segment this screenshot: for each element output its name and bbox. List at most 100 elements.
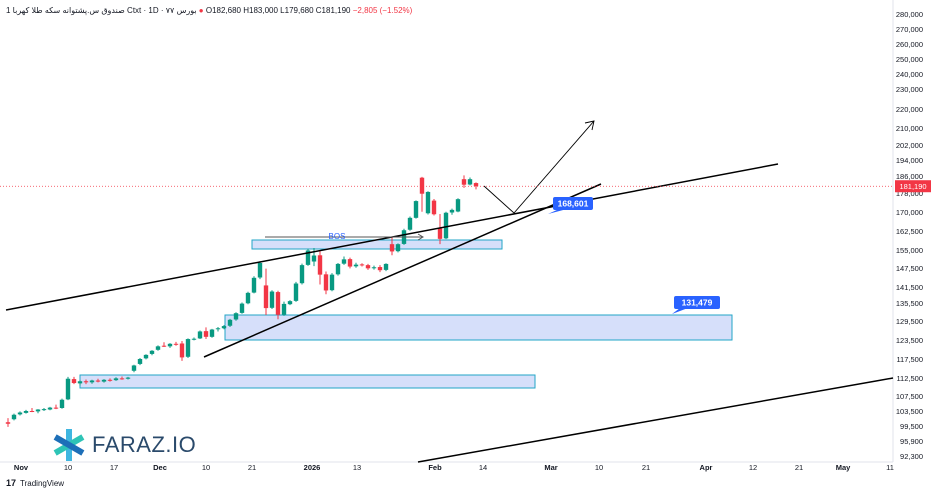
candle-body (5, 422, 11, 424)
candle-body (119, 378, 125, 380)
y-tick-label: 99,500 (900, 422, 923, 431)
candle-body (179, 343, 185, 358)
last-price-badge (895, 180, 931, 193)
x-tick-label: 10 (202, 463, 210, 472)
candle-body (167, 343, 173, 347)
candle-body (395, 244, 401, 252)
trendline-lower (417, 377, 894, 463)
footer-brand[interactable]: 17 TradingView (6, 478, 64, 488)
candle-body (173, 343, 179, 345)
x-tick-label: Feb (428, 463, 442, 472)
candle-body (185, 339, 191, 357)
candle-body (311, 255, 317, 262)
candle-body (419, 177, 425, 194)
candle-body (137, 359, 143, 364)
y-tick-label: 240,000 (896, 70, 923, 79)
candle-body (161, 345, 167, 347)
x-tick-label: 10 (64, 463, 72, 472)
x-tick-label: 14 (479, 463, 487, 472)
candle-body (245, 292, 251, 304)
y-tick-label: 170,000 (896, 208, 923, 217)
candle-body (101, 379, 107, 382)
candle-body (287, 301, 293, 305)
star-logo-icon (53, 429, 85, 461)
y-tick-label: 186,000 (896, 172, 923, 181)
candle-body (269, 291, 275, 308)
last-price-text: 181,190 (899, 182, 926, 191)
candle-body (29, 411, 35, 412)
y-tick-label: 135,500 (896, 299, 923, 308)
candle-body (347, 259, 353, 267)
candle-body (191, 338, 197, 340)
candle-body (305, 250, 311, 265)
y-tick-label: 112,500 (896, 374, 923, 383)
candle-body (221, 326, 227, 329)
candle-body (443, 212, 449, 239)
x-tick-label: May (836, 463, 851, 472)
candle-body (11, 414, 17, 420)
candle-body (359, 264, 365, 266)
y-tick-label: 103,500 (896, 407, 923, 416)
exchange-label: بورس ٧٧ (165, 6, 197, 15)
x-tick-label: 21 (248, 463, 256, 472)
candle-body (257, 262, 263, 278)
y-tick-label: 178,000 (896, 189, 923, 198)
y-tick-label: 202,000 (896, 141, 923, 150)
candle-body (197, 331, 203, 339)
tradingview-icon: 17 (6, 478, 17, 488)
low-value: L179,680 (280, 6, 314, 15)
candle-body (239, 303, 245, 313)
demand-zone-low (79, 374, 536, 389)
candle-body (293, 283, 299, 301)
candle-body (227, 319, 233, 326)
trendline-support (203, 183, 602, 358)
candle-body (431, 200, 437, 215)
candle-body (95, 380, 101, 382)
target-label-2-pointer (672, 308, 688, 314)
candle-body (461, 179, 467, 185)
candle-body (203, 331, 209, 337)
x-tick-label: 21 (795, 463, 803, 472)
candle-body (71, 379, 77, 384)
target-label-1-pointer (548, 209, 567, 214)
y-tick-label: 117,500 (896, 355, 923, 364)
y-tick-label: 280,000 (896, 10, 923, 19)
y-tick-label: 194,000 (896, 156, 923, 165)
candle-body (251, 277, 257, 293)
open-value: O182,680 (205, 6, 241, 15)
candle-body (425, 191, 431, 214)
bos-label: BOS (329, 232, 346, 241)
candle-body (335, 263, 341, 275)
candle-body (83, 381, 89, 383)
candle-body (17, 412, 23, 415)
candle-body (275, 292, 281, 315)
projection-path (483, 120, 595, 214)
bos-zone (251, 239, 503, 250)
candle-body (299, 265, 305, 284)
symbol-header: 1 صندوق س.پشتوانه سکه طلا کهربا Ctxt · 1… (6, 6, 413, 15)
candle-body (329, 274, 335, 291)
y-tick-label: 220,000 (896, 105, 923, 114)
y-tick-label: 129,500 (896, 317, 923, 326)
candle-body (107, 379, 113, 381)
candle-body (263, 285, 269, 309)
y-tick-label: 230,000 (896, 85, 923, 94)
x-tick-label: Apr (700, 463, 713, 472)
candle-body (437, 228, 443, 239)
x-tick-label: 10 (595, 463, 603, 472)
candle-body (383, 263, 389, 270)
x-tick-label: 21 (642, 463, 650, 472)
faraz-logo: FARAZ.IO (52, 428, 196, 462)
x-tick-label: 12 (749, 463, 757, 472)
x-tick-label: 17 (110, 463, 118, 472)
close-value: C181,190 (315, 6, 351, 15)
target-label-2-box (674, 296, 720, 309)
candle-body (131, 365, 137, 371)
change-value: −2,805 (−1.52%) (352, 6, 413, 15)
interval-label[interactable]: 1D (148, 6, 159, 15)
high-value: H183,000 (243, 6, 278, 15)
symbol-name[interactable]: 1 صندوق س.پشتوانه سکه طلا کهربا Ctxt (6, 6, 142, 15)
x-tick-label: Nov (14, 463, 29, 472)
